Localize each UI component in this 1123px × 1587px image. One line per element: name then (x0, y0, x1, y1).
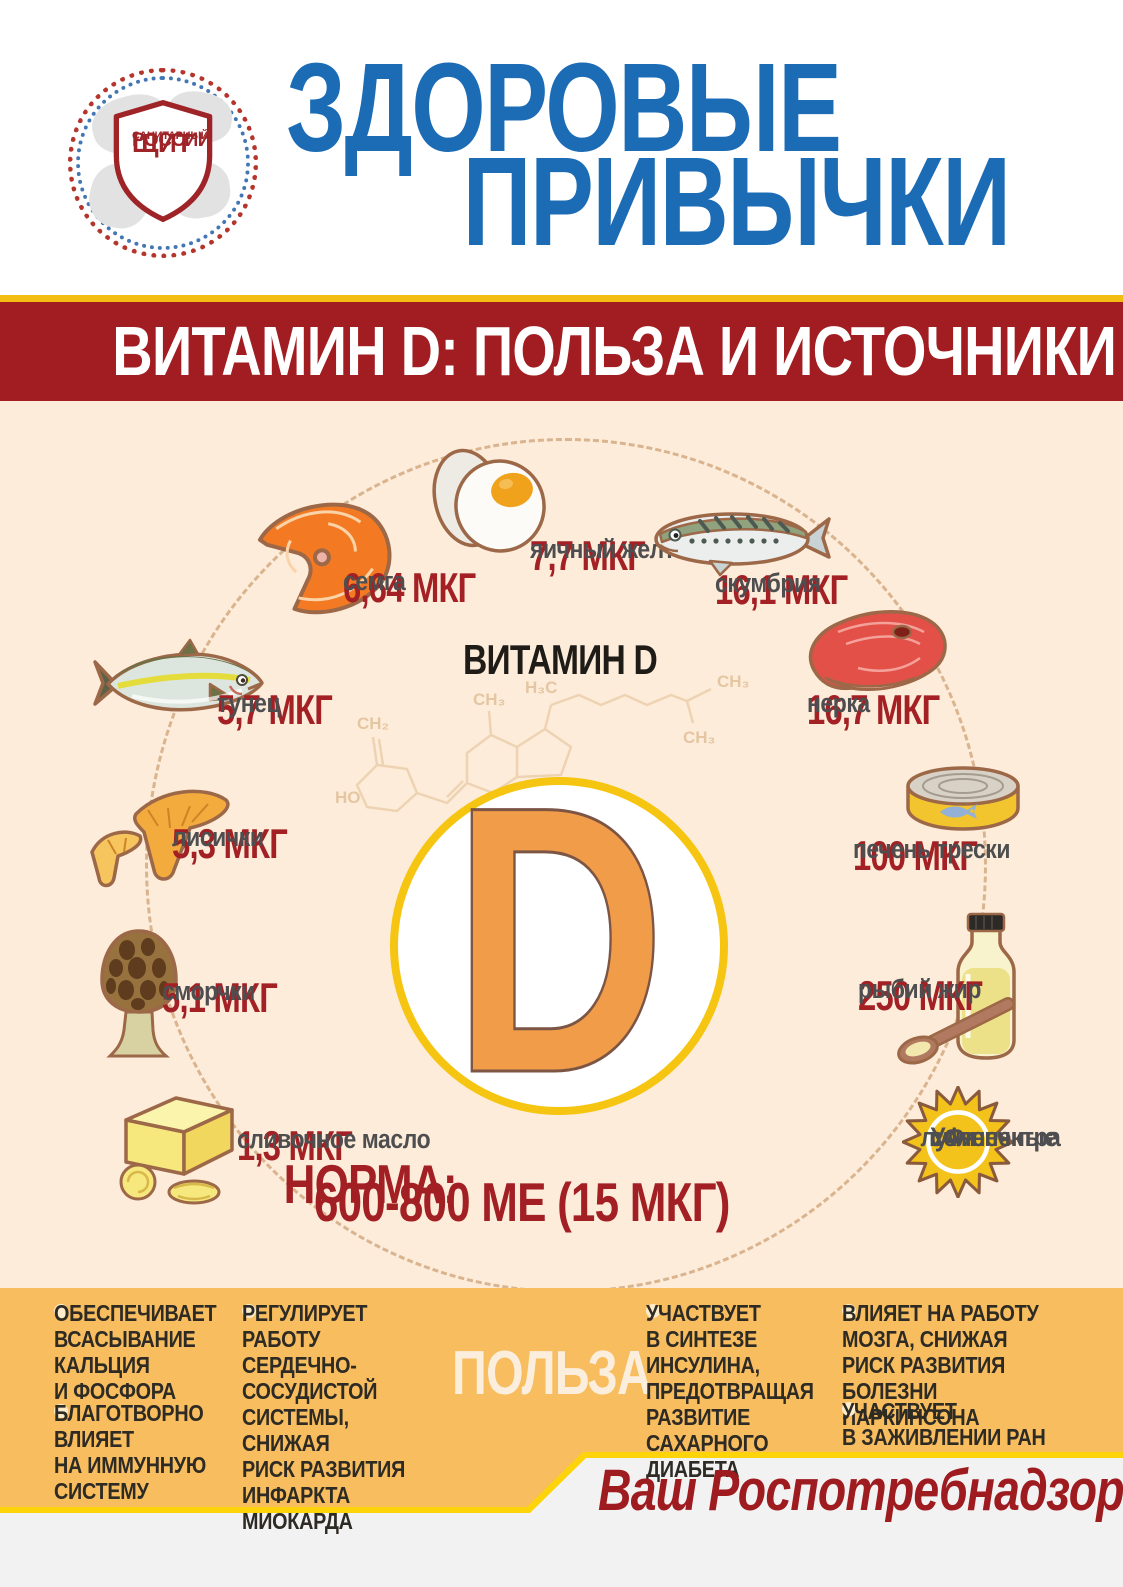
bullet-icon (646, 1304, 660, 1318)
banner-top-yellow-line (0, 295, 1123, 302)
source-value: 16,7 МКГ (807, 686, 940, 733)
logo-text-line: РОССИИ (132, 130, 211, 151)
vitamin-d-letter: D (451, 727, 667, 1152)
source-name-line: УФ-спектра (930, 1122, 1061, 1152)
daily-norm: НОРМА: 600-800 МЕ (15 МКГ) (262, 1138, 862, 1231)
banner-title: ВИТАМИН D: ПОЛЬЗА И ИСТОЧНИКИ (112, 312, 1117, 390)
sockeye-steak-icon (808, 610, 947, 691)
bullet-icon (842, 1402, 856, 1416)
logo-sanitary-shield: САНИТАРНЫЙ ЩИТ РОССИИ (68, 68, 258, 258)
source-name: тунец (217, 688, 281, 718)
logo-text-line: ЩИТ (132, 128, 192, 158)
sun-icon (902, 1086, 1014, 1198)
source-value: 5,3 МКГ (172, 820, 288, 867)
benefit-text: ОБЕСПЕЧИВАЕТ ВСАСЫВАНИЕ КАЛЬЦИЯ И ФОСФОР… (54, 1300, 217, 1404)
source-name-line: лучи (920, 1122, 976, 1152)
bullet-icon (54, 1404, 68, 1418)
bullet-icon (842, 1304, 856, 1318)
bullet-icon (54, 1304, 68, 1318)
butter-icon (119, 1096, 234, 1205)
tuna-icon (93, 638, 264, 712)
source-name: скумбрия (715, 568, 821, 598)
chem-label: HO (335, 788, 361, 807)
chem-label: H₃C (525, 678, 557, 697)
source-value: 6,64 МКГ (343, 564, 476, 611)
norm-value: 600-800 МЕ (15 МКГ) (313, 1171, 730, 1233)
source-value: 100 МКГ (853, 832, 978, 879)
shield-icon (113, 100, 213, 222)
norm-label: НОРМА: (283, 1153, 458, 1215)
logo-red-dotted-ring (68, 68, 258, 258)
vitamin-d-molecule-icon: H₃C CH₃ CH₃ CH₃ CH₂ HO (335, 672, 749, 813)
source-value: 5,7 МКГ (217, 686, 333, 733)
source-name: семга (343, 566, 406, 596)
source-name-line: солнечные (930, 1122, 1058, 1152)
chem-label: CH₃ (717, 672, 749, 691)
source-name: лисички (172, 822, 264, 852)
chanterelles-icon (90, 789, 230, 888)
source-value: 7,7 МКГ (530, 532, 646, 579)
vitamin-d-title: ВИТАМИН D (463, 636, 658, 683)
chem-label: CH₃ (473, 690, 505, 709)
rospotrebnadzor-signature: Ваш Роспотребнадзор (598, 1458, 1123, 1523)
source-name: нерка (807, 688, 870, 718)
bullet-icon (242, 1304, 256, 1318)
logo-blue-dotted-ring (76, 76, 250, 250)
vitamin-d-badge: D (390, 748, 728, 1131)
benefit-text: УЧАСТВУЕТ В СИНТЕЗЕ ИНСУЛИНА, ПРЕДОТВРАЩ… (646, 1300, 814, 1482)
salmon-steak-icon (257, 502, 392, 615)
chem-label: CH₃ (683, 728, 715, 747)
source-name: сливочное масло (237, 1124, 431, 1154)
source-value: 16,1 МКГ (715, 566, 848, 613)
page-title-line1: ЗДОРОВЫЕ (285, 37, 842, 178)
page-title-line2: ПРИВЫЧКИ (463, 131, 1011, 272)
banner: ВИТАМИН D: ПОЛЬЗА И ИСТОЧНИКИ (0, 302, 1123, 401)
benefit-text: ВЛИЯЕТ НА РАБОТУ МОЗГА, СНИЖАЯ РИСК РАЗВ… (842, 1300, 1039, 1430)
source-name: печень трески (853, 834, 1011, 864)
cod-liver-can-icon (906, 766, 1020, 831)
source-value: 5,1 МКГ (162, 974, 278, 1021)
morel-icon (100, 929, 178, 1058)
source-value: 1,3 МКГ (237, 1122, 353, 1169)
source-name: рыбий жир (858, 974, 981, 1004)
benefit-text: УЧАСТВУЕТ В ЗАЖИВЛЕНИИ РАН (842, 1398, 1046, 1450)
benefits-heading: ПОЛЬЗА (452, 1339, 652, 1408)
source-value: 250 МКГ (858, 972, 983, 1019)
egg-yolk-icon (432, 448, 546, 553)
chem-label: CH₂ (357, 714, 389, 733)
benefit-text: РЕГУЛИРУЕТ РАБОТУ СЕРДЕЧНО- СОСУДИСТОЙ С… (242, 1300, 406, 1534)
logo-text-line: САНИТАРНЫЙ (132, 130, 209, 142)
source-name: сморчки (162, 976, 255, 1006)
mackerel-icon (654, 512, 831, 577)
fish-oil-bottle-icon (897, 912, 1016, 1065)
benefit-text: БЛАГОТВОРНО ВЛИЯЕТ НА ИММУННУЮ СИСТЕМУ (54, 1400, 206, 1504)
